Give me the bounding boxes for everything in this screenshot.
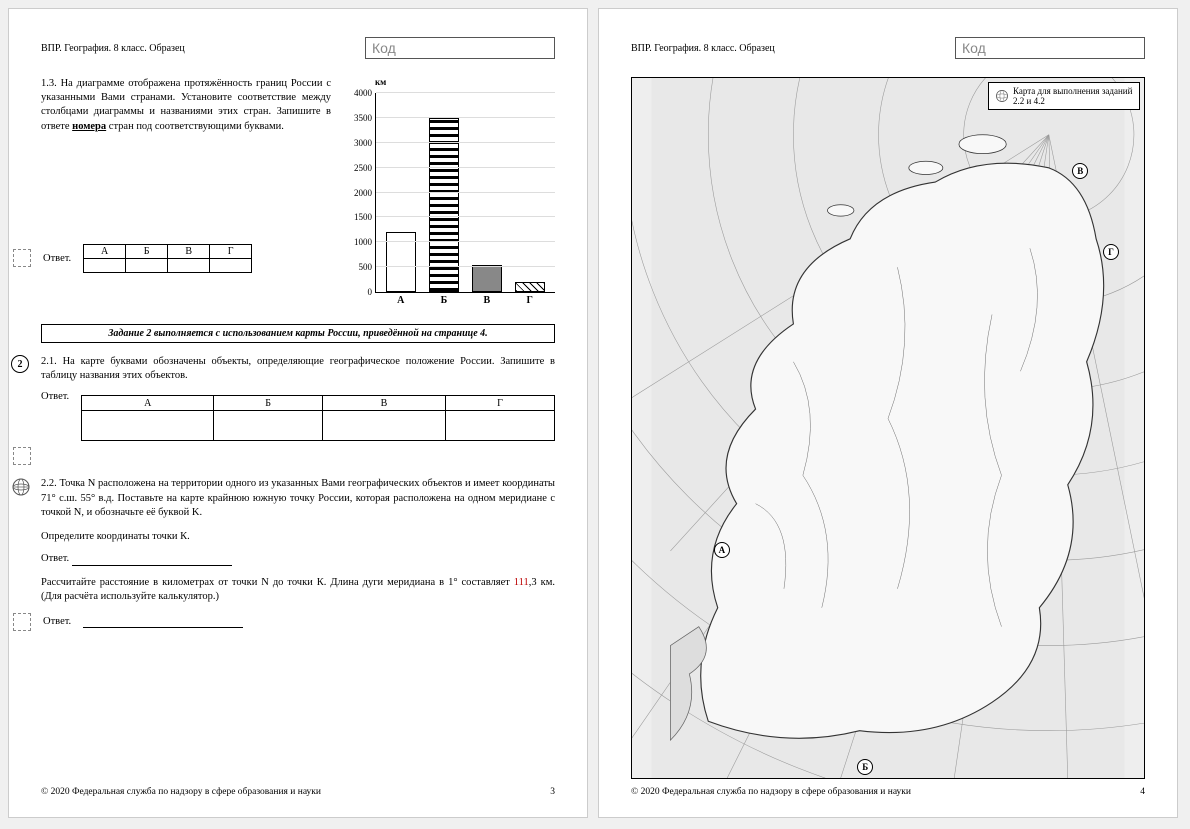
checkbox-2-1[interactable] [13,447,31,465]
task-1-3-row: 1.3. На диаграмме отображена протяжённос… [41,77,555,306]
chart-ylabel: км [375,77,585,87]
answer-label: Ответ. [43,253,71,264]
map-russia: Карта для выполнения заданий 2.2 и 4.2 [631,77,1145,779]
code-input-box[interactable]: Код [365,37,555,59]
footer-page-num-2: 4 [1140,787,1145,797]
page-header-2: ВПР. География. 8 класс. Образец Код [631,37,1145,59]
page-header: ВПР. География. 8 класс. Образец Код [41,37,555,59]
header-title: ВПР. География. 8 класс. Образец [41,43,185,54]
answer-line-2-2a: Ответ. [41,552,555,566]
code-placeholder: Код [372,40,396,56]
task-2-2-p1: 2.2. Точка N расположена на территории о… [41,477,555,520]
map-marker-Г: Г [1103,244,1119,260]
map-caption: Карта для выполнения заданий 2.2 и 4.2 [1013,86,1133,106]
chart-xlabels: АБВГ [375,293,555,306]
answer-table-1-3[interactable]: АБВГ [83,244,252,273]
map-svg [632,78,1144,778]
map-marker-А: А [714,542,730,558]
code-placeholder-2: Код [962,40,986,56]
bar-Г [515,282,545,292]
page-left: ВПР. География. 8 класс. Образец Код 1.3… [8,8,588,818]
page-footer: © 2020 Федеральная служба по надзору в с… [41,779,555,797]
chart-plot-area: 05001000150020002500300035004000 [375,93,555,293]
header-title-2: ВПР. География. 8 класс. Образец [631,43,775,54]
page-right: ВПР. География. 8 класс. Образец Код Кар… [598,8,1178,818]
footer-copyright: © 2020 Федеральная служба по надзору в с… [41,787,321,797]
task-2-1: 2 2.1. На карте буквами обозначены объек… [41,355,555,465]
checkbox-1-3[interactable] [13,249,31,267]
bar-В [472,265,502,292]
page-footer-2: © 2020 Федеральная служба по надзору в с… [631,779,1145,797]
question-number-2: 2 [11,355,29,373]
bar-chart: км 05001000150020002500300035004000 АБВГ [345,77,555,306]
globe-icon [11,477,31,497]
task-2-2-p3: Рассчитайте расстояние в километрах от т… [41,576,555,604]
task-2-2: 2.2. Точка N расположена на территории о… [41,477,555,630]
blank-input[interactable] [72,554,232,566]
globe-icon [995,89,1009,103]
footer-copyright-2: © 2020 Федеральная служба по надзору в с… [631,787,911,797]
footer-page-num: 3 [550,787,555,797]
task-1-3-text: 1.3. На диаграмме отображена протяжённос… [41,77,331,134]
code-input-box-2[interactable]: Код [955,37,1145,59]
task-2-1-text: 2.1. На карте буквами обозначены объекты… [41,355,555,383]
answer-table-2-1[interactable]: АБВГ [81,395,555,441]
instruction-box-2: Задание 2 выполняется с использованием к… [41,324,555,343]
map-caption-box: Карта для выполнения заданий 2.2 и 4.2 [988,82,1140,110]
answer-label-2-1: Ответ. [41,391,69,402]
answer-2-2b: Ответ. [41,613,555,631]
checkbox-2-2[interactable] [13,613,31,631]
answer-1-3: Ответ. АБВГ [41,244,331,273]
task-2-2-p2: Определите координаты точки К. [41,530,555,544]
blank-input-2[interactable] [83,616,243,628]
